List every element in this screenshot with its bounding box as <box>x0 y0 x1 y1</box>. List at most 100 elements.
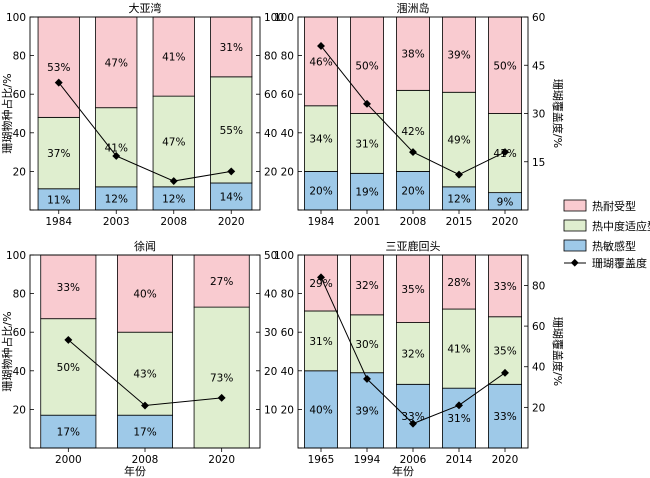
y2-tick-label: 30 <box>264 327 277 339</box>
bar-segment-label: 46% <box>309 56 332 68</box>
y-tick-label: 20 <box>13 404 26 416</box>
legend-label-heat-sensitive: 热敏感型 <box>592 239 636 253</box>
y2-tick-label: 80 <box>264 51 277 63</box>
bar-segment-label: 39% <box>355 405 378 417</box>
bar-segment-moderate <box>210 76 253 184</box>
bar-segment-heat-tolerant <box>193 254 250 308</box>
bar-segment-heat-sensitive <box>396 170 430 211</box>
bar-segment-label: 11% <box>47 194 70 206</box>
bar-segment-label: 41% <box>162 52 185 64</box>
bar-segment-label: 40% <box>133 289 156 301</box>
x-tick-label: 2014 <box>446 454 473 466</box>
bar-segment-label: 47% <box>162 136 185 148</box>
bar-segment-label: 20% <box>401 186 424 198</box>
bar-segment-label: 42% <box>401 126 424 138</box>
y2-tick-label: 60 <box>264 89 277 101</box>
bar-segment-moderate <box>442 308 476 389</box>
x-axis-title: 年份 <box>392 464 414 478</box>
bar-segment-moderate <box>350 113 384 174</box>
bar-segment-moderate <box>117 331 174 416</box>
x-tick-label: 2020 <box>492 216 519 228</box>
y-tick-label: 40 <box>281 366 294 378</box>
bar-segment-label: 39% <box>447 50 470 62</box>
bar-segment-label: 37% <box>47 148 70 160</box>
y-tick-label: 20 <box>281 404 294 416</box>
panel-3: 17%50%33%200017%43%40%200873%27%20202040… <box>0 239 277 478</box>
x-tick-label: 2008 <box>132 454 159 466</box>
legend-swatch-moderate <box>563 219 587 232</box>
bar-segment-label: 12% <box>162 193 185 205</box>
bar-segment-heat-sensitive <box>350 372 384 449</box>
y-tick-label: 20 <box>281 166 294 178</box>
plot-frame <box>29 16 261 211</box>
x-tick-label: 2006 <box>400 454 427 466</box>
y2-axis-title: 珊瑚覆盖度/% <box>551 317 565 386</box>
coverage-marker <box>455 170 463 179</box>
coverage-marker <box>141 401 149 410</box>
panel-4: 40% 31% 29% 1965 39% 30% 32% 1994 33% 32% 35% 2006 3… <box>274 239 565 478</box>
bar-segment-label: 50% <box>355 60 378 72</box>
x-tick-label: 1994 <box>354 454 381 466</box>
y2-tick-label: 10 <box>264 404 277 416</box>
bar-segment-label: 35% <box>493 346 516 358</box>
bar-segment-moderate <box>304 310 338 372</box>
bar-segment-label: 35% <box>401 284 424 296</box>
bar-segment-label: 14% <box>220 191 243 203</box>
bar-segment-moderate <box>40 318 97 416</box>
y2-tick-label: 100 <box>264 12 284 24</box>
bar-segment-heat-tolerant <box>304 16 338 107</box>
bar-segment-heat-sensitive <box>304 170 338 211</box>
y2-tick-label: 60 <box>532 321 545 333</box>
chart-panels: 11% 37% 53% 1984 12% 41% 47% 2003 12% 47% 41% 2008 1… <box>0 1 565 478</box>
x-tick-label: 2003 <box>103 216 130 228</box>
x-tick-label: 2001 <box>354 216 381 228</box>
y-tick-label: 80 <box>13 289 26 301</box>
coverage-marker <box>455 401 463 410</box>
bar-segment-label: 41% <box>447 344 470 356</box>
bar-segment-heat-tolerant <box>40 254 97 320</box>
y2-tick-label: 40 <box>532 362 545 374</box>
y2-axis-title: 珊瑚覆盖度/% <box>551 79 565 148</box>
y-tick-label: 60 <box>281 327 294 339</box>
legend-label-heat-tolerant: 热耐受型 <box>592 199 636 213</box>
y2-tick-label: 20 <box>264 166 277 178</box>
x-axis-title: 年份 <box>124 464 146 478</box>
bar-segment-label: 9% <box>497 196 514 208</box>
y-tick-label: 20 <box>13 166 26 178</box>
y-tick-label: 100 <box>274 12 294 24</box>
legend-swatch-heat-tolerant <box>563 199 587 212</box>
y2-tick-label: 30 <box>532 109 545 121</box>
panel-title: 大亚湾 <box>129 1 162 15</box>
legend-label-coverage: 珊瑚覆盖度 <box>592 256 647 270</box>
bar-segment-moderate <box>396 322 430 385</box>
x-tick-label: 2000 <box>55 454 82 466</box>
y-tick-label: 40 <box>13 366 26 378</box>
bar-segment-label: 55% <box>220 125 243 137</box>
legend-marker-coverage <box>570 258 579 267</box>
bar-segment-label: 53% <box>47 62 70 74</box>
bar-segment-label: 49% <box>447 135 470 147</box>
bar-segment-label: 32% <box>401 348 424 360</box>
bar-segment-moderate <box>350 314 384 374</box>
legend-swatch-heat-sensitive <box>563 239 587 252</box>
y-tick-label: 60 <box>13 327 26 339</box>
bar-segment-label: 31% <box>447 413 470 425</box>
coverage-marker <box>227 167 236 176</box>
plot-frame <box>297 254 529 449</box>
bar-segment-label: 30% <box>355 339 378 351</box>
bar-segment-label: 31% <box>355 138 378 150</box>
bar-segment-label: 33% <box>401 411 424 423</box>
bar-segment-heat-sensitive <box>210 182 253 211</box>
y2-tick-label: 40 <box>264 128 277 140</box>
bar-segment-moderate <box>152 95 195 188</box>
bar-segment-label: 12% <box>447 193 470 205</box>
panel-title: 涠洲岛 <box>397 1 430 15</box>
bar-segment-label: 27% <box>210 276 233 288</box>
y-axis-title: 珊瑚物种占比/% <box>0 73 14 153</box>
y-tick-label: 60 <box>13 89 26 101</box>
bar-segment-heat-tolerant <box>350 16 384 114</box>
legend-label-moderate: 热中度适应型 <box>592 219 650 233</box>
coverage-marker <box>363 374 371 383</box>
panel-title: 徐闻 <box>134 239 156 253</box>
